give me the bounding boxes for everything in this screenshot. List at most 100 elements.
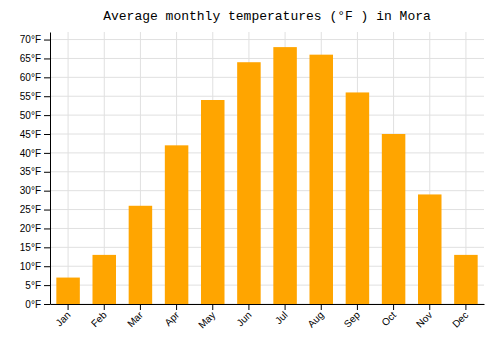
x-tick-mark — [321, 304, 322, 310]
grid-line-y — [50, 39, 484, 40]
y-tick: 25°F — [20, 204, 50, 215]
y-tick: 35°F — [20, 166, 50, 177]
x-tick-mark — [393, 304, 394, 310]
grid-line-y — [50, 58, 484, 59]
y-tick: 45°F — [20, 129, 50, 140]
y-tick-label: 70°F — [20, 34, 41, 45]
y-tick-mark — [44, 228, 50, 229]
y-tick-label: 65°F — [20, 53, 41, 64]
grid-line-y — [50, 190, 484, 191]
y-tick-label: 55°F — [20, 91, 41, 102]
grid — [50, 32, 484, 304]
x-tick: May — [196, 304, 217, 330]
x-tick: Feb — [89, 304, 109, 329]
x-tick-label: Oct — [379, 309, 398, 328]
grid-line-y — [50, 171, 484, 172]
bar — [382, 134, 406, 304]
y-tick: 60°F — [20, 72, 50, 83]
y-tick-label: 15°F — [20, 242, 41, 253]
y-tick-mark — [44, 115, 50, 116]
x-tick-label: Nov — [414, 309, 434, 329]
bar — [346, 92, 370, 304]
x-tick-label: Mar — [125, 309, 145, 329]
x-tick-label: May — [196, 309, 217, 330]
y-tick-mark — [44, 285, 50, 286]
x-tick: Sep — [342, 304, 363, 330]
x-tick-mark — [176, 304, 177, 310]
x-tick: Mar — [125, 304, 145, 329]
y-tick: 55°F — [20, 91, 50, 102]
bar — [165, 145, 189, 304]
y-tick: 30°F — [20, 185, 50, 196]
x-tick: Jul — [273, 304, 290, 326]
y-tick-label: 20°F — [20, 223, 41, 234]
chart: 0°F 5°F 10°F 15°F 20°F 25°F 30°F 35°F 40°F 45°F 50… — [0, 0, 500, 350]
x-axis: Jan Feb Mar Apr May Jun Jul Aug Sep Oct Nov Dec — [51, 304, 485, 330]
grid-line-y — [50, 96, 484, 97]
y-tick-label: 5°F — [25, 280, 41, 291]
y-tick-mark — [44, 191, 50, 192]
y-tick-mark — [44, 247, 50, 248]
y-tick-mark — [44, 40, 50, 41]
bar — [201, 100, 225, 304]
y-tick: 10°F — [20, 261, 50, 272]
x-tick-label: Apr — [162, 309, 181, 328]
y-tick-mark — [44, 172, 50, 173]
y-tick-mark — [44, 153, 50, 154]
y-tick: 40°F — [20, 148, 50, 159]
x-tick-mark — [465, 304, 466, 310]
y-tick-mark — [44, 210, 50, 211]
y-tick: 70°F — [20, 34, 50, 45]
y-tick: 15°F — [20, 242, 50, 253]
x-tick-label: Aug — [305, 309, 325, 329]
x-tick-mark — [429, 304, 430, 310]
bar — [309, 55, 333, 304]
y-tick-label: 35°F — [20, 166, 41, 177]
bar — [129, 206, 153, 304]
y-tick-label: 10°F — [20, 261, 41, 272]
plot: 0°F 5°F 10°F 15°F 20°F 25°F 30°F 35°F 40°F 45°F 50… — [20, 32, 485, 330]
x-tick-mark — [104, 304, 105, 310]
y-tick-label: 50°F — [20, 110, 41, 121]
x-tick-mark — [140, 304, 141, 310]
grid-line-x — [68, 32, 69, 304]
bar — [237, 62, 261, 304]
y-axis: 0°F 5°F 10°F 15°F 20°F 25°F 30°F 35°F 40°F 45°F 50… — [20, 33, 51, 310]
y-axis-line — [50, 33, 51, 305]
x-tick-label: Jan — [53, 309, 72, 328]
y-tick-label: 40°F — [20, 148, 41, 159]
y-tick: 65°F — [20, 53, 50, 64]
x-tick-label: Dec — [450, 309, 470, 329]
x-tick: Jan — [53, 304, 72, 328]
y-tick: 20°F — [20, 223, 50, 234]
bars — [56, 47, 477, 304]
y-tick-mark — [44, 77, 50, 78]
y-tick: 5°F — [25, 280, 50, 291]
x-tick-label: Jun — [234, 309, 253, 328]
x-tick: Dec — [450, 304, 470, 330]
y-tick-mark — [44, 58, 50, 59]
x-tick-mark — [212, 304, 213, 310]
y-tick-label: 30°F — [20, 185, 41, 196]
x-tick-mark — [285, 304, 286, 310]
y-tick-mark — [44, 96, 50, 97]
y-tick-label: 45°F — [20, 129, 41, 140]
bar — [92, 255, 116, 304]
grid-line-y — [50, 134, 484, 135]
bar — [418, 194, 442, 304]
x-tick-label: Feb — [89, 309, 109, 329]
x-tick: Nov — [414, 304, 434, 330]
bar — [56, 278, 80, 304]
y-tick: 50°F — [20, 110, 50, 121]
x-tick: Jun — [234, 304, 253, 328]
grid-line-y — [50, 77, 484, 78]
y-tick-label: 0°F — [25, 299, 41, 310]
y-tick-mark — [44, 266, 50, 267]
x-tick: Oct — [379, 304, 398, 328]
y-tick-label: 60°F — [20, 72, 41, 83]
grid-line-y — [50, 152, 484, 153]
x-tick-label: Jul — [273, 309, 290, 326]
x-tick-mark — [248, 304, 249, 310]
y-tick-mark — [44, 304, 50, 305]
x-axis-line — [51, 304, 485, 305]
